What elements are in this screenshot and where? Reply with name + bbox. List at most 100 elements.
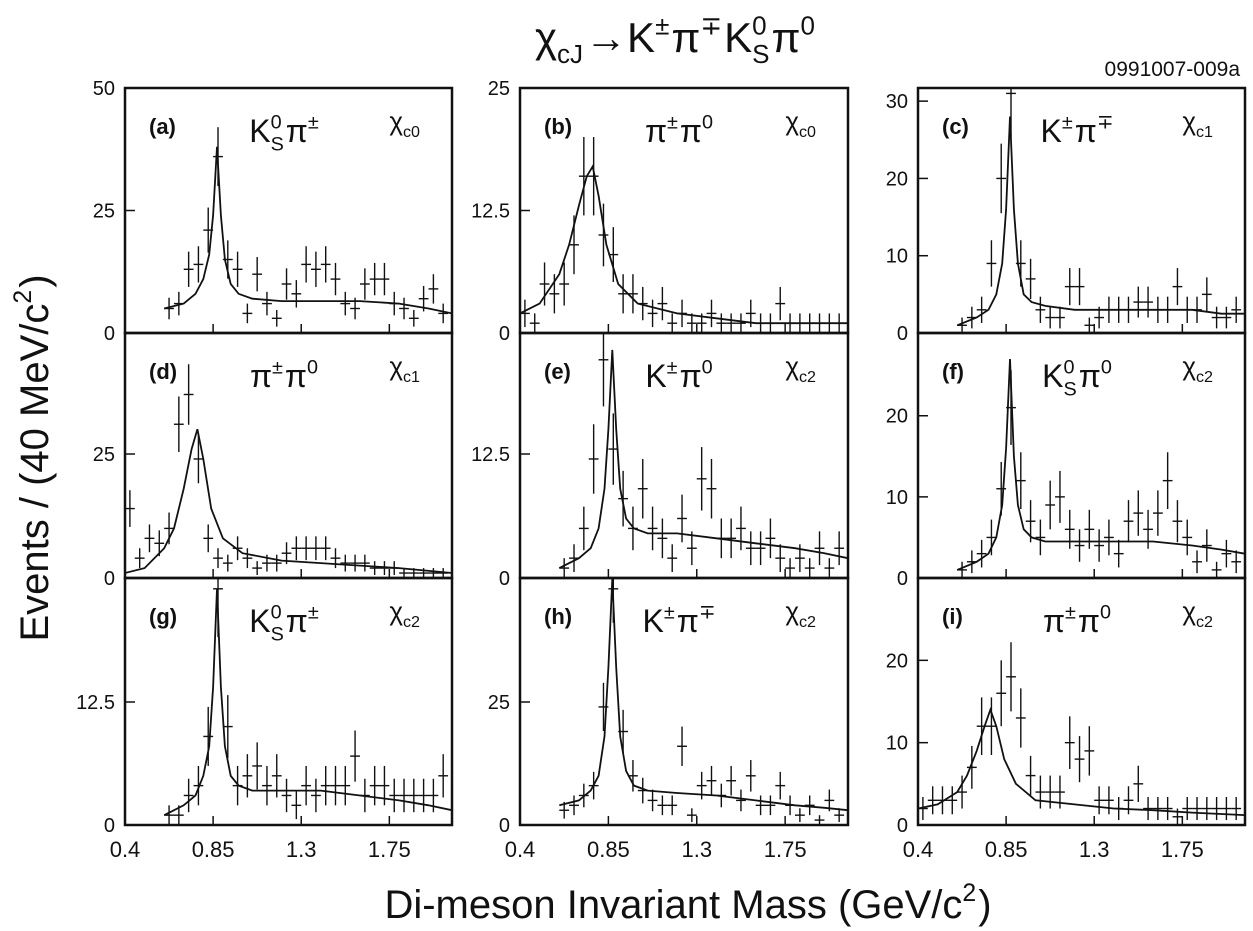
y-tick-label: 10 bbox=[886, 733, 908, 755]
y-tick-label: 12.5 bbox=[76, 692, 115, 714]
panel-label: (b) bbox=[544, 114, 572, 139]
title-sup: 0 bbox=[752, 10, 766, 40]
plot-area bbox=[125, 578, 452, 825]
state-label: χ c1 bbox=[389, 351, 420, 386]
decay-label-part: π bbox=[285, 358, 307, 394]
title: χ cJ → K ± π ∓ K 0S π 0 bbox=[535, 10, 815, 69]
decay-label-sup: 0 bbox=[1064, 357, 1075, 379]
decay-label: π ± π 0 bbox=[1043, 602, 1111, 639]
title-sup: ± bbox=[655, 10, 669, 40]
state-label-sub: c2 bbox=[403, 613, 420, 631]
title-sub: cJ bbox=[557, 39, 583, 69]
y-tick-label: 10 bbox=[886, 487, 908, 509]
figure-id: 0991007-009a bbox=[1105, 58, 1241, 81]
x-tick-label: 1.3 bbox=[681, 837, 712, 862]
decay-label: K ± π ∓ bbox=[1041, 112, 1114, 149]
x-tick-label: 0.4 bbox=[505, 837, 536, 862]
panel: 0 25 0.4 0.85 1.3 1.75 (h) K ± π ∓ χ c2 bbox=[488, 576, 850, 862]
x-tick-label: 1.3 bbox=[286, 837, 317, 862]
state-label-part: χ bbox=[1182, 596, 1196, 626]
fit-curve bbox=[918, 707, 1245, 816]
state-label: χ c2 bbox=[1182, 351, 1213, 386]
y-tick-label: 0 bbox=[897, 323, 908, 345]
title-part: χ bbox=[535, 14, 557, 61]
y-tick-label: 0 bbox=[499, 323, 510, 345]
panel: 0 10 20 30 (c) K ± π ∓ χ c1 bbox=[886, 86, 1247, 345]
decay-label-sup: ± bbox=[664, 602, 675, 624]
decay-label-part: π bbox=[680, 358, 702, 394]
y-tick-label: 0 bbox=[104, 568, 115, 590]
plot-area bbox=[918, 88, 1245, 333]
x-tick-label: 0.4 bbox=[110, 837, 141, 862]
decay-label-part: K bbox=[1042, 358, 1063, 394]
y-tick-label: 25 bbox=[93, 201, 115, 223]
decay-label: π ± π 0 bbox=[645, 112, 713, 149]
state-label: χ c0 bbox=[389, 106, 420, 141]
state-label-sub: c2 bbox=[799, 613, 816, 631]
state-label: χ c2 bbox=[1182, 596, 1213, 631]
state-label-part: χ bbox=[785, 596, 799, 626]
panel-label: (f) bbox=[942, 359, 964, 384]
panel-label: (c) bbox=[942, 114, 969, 139]
x-tick-label: 0.4 bbox=[903, 837, 934, 862]
x-axis-label-part: ) bbox=[978, 883, 991, 927]
title-part: K bbox=[627, 14, 655, 61]
y-axis-label: Events / (40 MeV/c2) bbox=[10, 274, 57, 641]
y-tick-label: 25 bbox=[488, 78, 510, 100]
panel-frame bbox=[916, 576, 1247, 827]
y-axis-label-part: ) bbox=[13, 274, 57, 287]
state-label-part: χ bbox=[389, 106, 403, 136]
decay-label-part: π bbox=[286, 603, 308, 639]
decay-label-sup: ± bbox=[1062, 112, 1073, 134]
title-sup: 0 bbox=[801, 10, 815, 40]
plot-area bbox=[520, 333, 848, 578]
state-label-part: χ bbox=[785, 351, 799, 381]
decay-label-sup: 0 bbox=[1101, 357, 1112, 379]
state-label-part: χ bbox=[389, 351, 403, 381]
title-sup: ∓ bbox=[700, 10, 722, 40]
state-label: χ c2 bbox=[785, 351, 816, 386]
title-part: π bbox=[772, 14, 801, 61]
state-label: χ c0 bbox=[785, 106, 816, 141]
decay-label: π ± π 0 bbox=[250, 357, 318, 394]
y-tick-label: 20 bbox=[886, 650, 908, 672]
decay-label: K 0S π ± bbox=[249, 602, 319, 646]
x-tick-label: 1.75 bbox=[1161, 837, 1204, 862]
fit-curve bbox=[956, 358, 1245, 571]
decay-label-part: π bbox=[286, 113, 308, 149]
panel-label: (e) bbox=[544, 359, 571, 384]
y-tick-label: 50 bbox=[93, 78, 115, 100]
x-axis-label: Di-meson Invariant Mass (GeV/c 2) bbox=[384, 880, 991, 927]
state-label-sub: c2 bbox=[799, 368, 816, 386]
y-tick-label: 0 bbox=[499, 815, 510, 837]
panel-label: (g) bbox=[149, 604, 177, 629]
decay-label-part: π bbox=[680, 113, 702, 149]
state-label-sub: c2 bbox=[1196, 613, 1213, 631]
x-axis-label-part: Di-meson Invariant Mass (GeV/c bbox=[384, 883, 962, 927]
fit-curve bbox=[125, 428, 452, 574]
fit-curve bbox=[163, 588, 452, 817]
panel: 012.5(e) K ± π 0 χ c2 bbox=[471, 331, 850, 590]
state-label-part: χ bbox=[1182, 351, 1196, 381]
decay-label-part: π bbox=[1075, 113, 1097, 149]
x-axis-label-sup: 2 bbox=[962, 880, 976, 907]
state-label-sub: c0 bbox=[403, 123, 420, 141]
x-tick-label: 1.75 bbox=[368, 837, 411, 862]
decay-label-part: K bbox=[1041, 113, 1062, 149]
decay-label-part: π bbox=[645, 113, 667, 149]
x-tick-label: 0.85 bbox=[192, 837, 235, 862]
decay-label-sup: ± bbox=[667, 357, 678, 379]
decay-label-sub: S bbox=[1064, 378, 1077, 400]
plot-area bbox=[125, 88, 452, 333]
y-axis-label-sup: 2 bbox=[10, 290, 37, 304]
panel-frame bbox=[518, 576, 850, 827]
y-axis-label-wrap: Events / (40 MeV/c2) bbox=[10, 274, 57, 641]
decay-label-sup: 0 bbox=[702, 112, 713, 134]
decay-label-sup: 0 bbox=[1100, 602, 1111, 624]
decay-label-sup: ± bbox=[1065, 602, 1076, 624]
panel-label: (h) bbox=[544, 604, 572, 629]
